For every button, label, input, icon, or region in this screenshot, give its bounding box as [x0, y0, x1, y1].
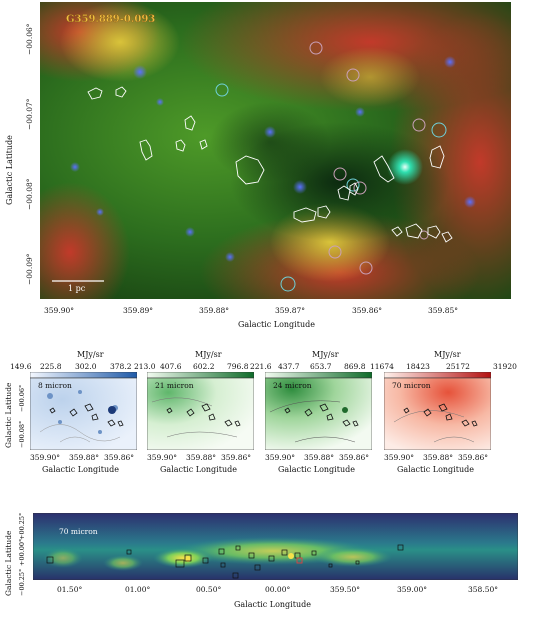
x-tick-label: 01.50° [57, 585, 83, 594]
x-tick-label: 00.50° [196, 585, 222, 594]
colorbar-tick: 602.2 [193, 362, 215, 371]
colorbar-tick: 869.8 [344, 362, 366, 371]
y-tick-label: −00.07° [25, 98, 34, 130]
main-figure-panel: G359.889-0.093 1 pc [40, 2, 511, 299]
panel-label: 24 micron [273, 381, 312, 390]
small-x-tick: 359.86° [339, 453, 369, 462]
colorbar-tick: 221.6 [250, 362, 272, 371]
small-x-tick: 359.90° [30, 453, 60, 462]
small-x-tick: 359.88° [423, 453, 453, 462]
panel-8-micron: 8 micron [30, 372, 137, 450]
panel-21-micron: 21 micron [147, 372, 254, 450]
x-tick-label: 358.50° [468, 585, 498, 594]
x-tick-label: 359.90° [44, 306, 74, 315]
x-tick-label: 359.85° [428, 306, 458, 315]
small-y-axis-label: Galactic Latitude [4, 382, 13, 448]
small-x-tick: 359.86° [458, 453, 488, 462]
panel-label: 8 micron [38, 381, 72, 390]
small-x-axis-label: Galactic Longitude [397, 465, 474, 474]
small-x-tick: 359.86° [221, 453, 251, 462]
colorbar-tick: 213.0 [134, 362, 156, 371]
y-tick-label: −00.09° [25, 253, 34, 285]
bottom-y-axis-label: Galactic Latitude [4, 530, 13, 596]
colorbar-tick: 437.7 [278, 362, 300, 371]
bottom-y-tick: +00.25° [18, 512, 26, 540]
colorbar-tick: 407.6 [160, 362, 182, 371]
colorbar-tick: 302.0 [75, 362, 97, 371]
main-x-axis-label: Galactic Longitude [238, 320, 315, 329]
bottom-x-axis-label: Galactic Longitude [234, 600, 311, 609]
small-x-tick: 359.86° [104, 453, 134, 462]
panel-label: 70 micron [392, 381, 431, 390]
bottom-y-tick: +00.00° [18, 538, 26, 566]
colorbar-tick: 378.2 [110, 362, 132, 371]
x-tick-label: 359.86° [352, 306, 382, 315]
small-x-axis-label: Galactic Longitude [160, 465, 237, 474]
colorbar-tick: 18423 [406, 362, 430, 371]
colorbar-tick: 31920 [493, 362, 517, 371]
main-y-axis-label: Galactic Latitude [5, 135, 14, 205]
small-x-tick: 359.90° [265, 453, 295, 462]
scale-bar-label: 1 pc [68, 284, 86, 293]
panel-70-micron: 70 micron [384, 372, 491, 450]
colorbar-unit-label: MJy/sr [434, 350, 461, 359]
bottom-y-tick: −00.25° [18, 568, 26, 596]
x-tick-label: 359.00° [397, 585, 427, 594]
small-x-tick: 359.90° [147, 453, 177, 462]
x-tick-label: 00.00° [265, 585, 291, 594]
colorbar-tick: 225.8 [40, 362, 62, 371]
small-x-tick: 359.90° [384, 453, 414, 462]
colorbar-unit-label: MJy/sr [312, 350, 339, 359]
x-tick-label: 359.89° [123, 306, 153, 315]
panel-24-micron: 24 micron [265, 372, 372, 450]
colorbar-tick: 149.6 [10, 362, 32, 371]
small-x-tick: 359.88° [69, 453, 99, 462]
panel-label: 21 micron [155, 381, 194, 390]
small-y-tick: −00.06° [18, 384, 26, 412]
colorbar-tick: 25172 [446, 362, 470, 371]
x-tick-label: 359.87° [275, 306, 305, 315]
bottom-panel-label: 70 micron [59, 527, 98, 536]
small-x-tick: 359.88° [304, 453, 334, 462]
small-y-tick: −00.08° [18, 420, 26, 448]
x-tick-label: 01.00° [125, 585, 151, 594]
colorbar-tick: 796.8 [227, 362, 249, 371]
small-x-axis-label: Galactic Longitude [42, 465, 119, 474]
y-tick-label: −00.08° [25, 178, 34, 210]
colorbar-unit-label: MJy/sr [195, 350, 222, 359]
colorbar-tick: 11674 [370, 362, 394, 371]
main-rgb-image [40, 2, 511, 299]
source-name-label: G359.889-0.093 [66, 14, 156, 25]
y-tick-label: −00.06° [25, 23, 34, 55]
small-x-tick: 359.88° [186, 453, 216, 462]
x-tick-label: 359.50° [330, 585, 360, 594]
x-tick-label: 359.88° [199, 306, 229, 315]
colorbar-tick: 653.7 [310, 362, 332, 371]
colorbar-unit-label: MJy/sr [77, 350, 104, 359]
small-x-axis-label: Galactic Longitude [278, 465, 355, 474]
bottom-survey-panel: 70 micron [33, 513, 518, 580]
